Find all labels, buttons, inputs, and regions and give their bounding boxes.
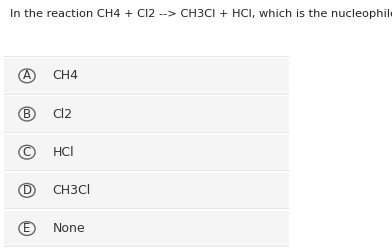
Bar [4,211,289,246]
Text: B: B [23,108,31,121]
Text: C: C [23,146,31,159]
Circle shape [19,222,35,235]
Text: CH4: CH4 [52,69,78,82]
Text: HCl: HCl [52,146,74,159]
Circle shape [19,69,35,83]
Text: E: E [23,222,31,235]
Circle shape [19,107,35,121]
Circle shape [19,145,35,159]
Bar [4,58,289,94]
Bar [4,134,289,170]
Text: D: D [22,184,31,197]
Text: In the reaction CH4 + Cl2 --> CH3Cl + HCl, which is the nucleophile?: In the reaction CH4 + Cl2 --> CH3Cl + HC… [10,9,392,19]
Text: CH3Cl: CH3Cl [52,184,91,197]
Text: None: None [52,222,85,235]
Bar [4,173,289,208]
Text: A: A [23,69,31,82]
Text: Cl2: Cl2 [52,108,73,121]
Bar [4,96,289,132]
Circle shape [19,184,35,197]
